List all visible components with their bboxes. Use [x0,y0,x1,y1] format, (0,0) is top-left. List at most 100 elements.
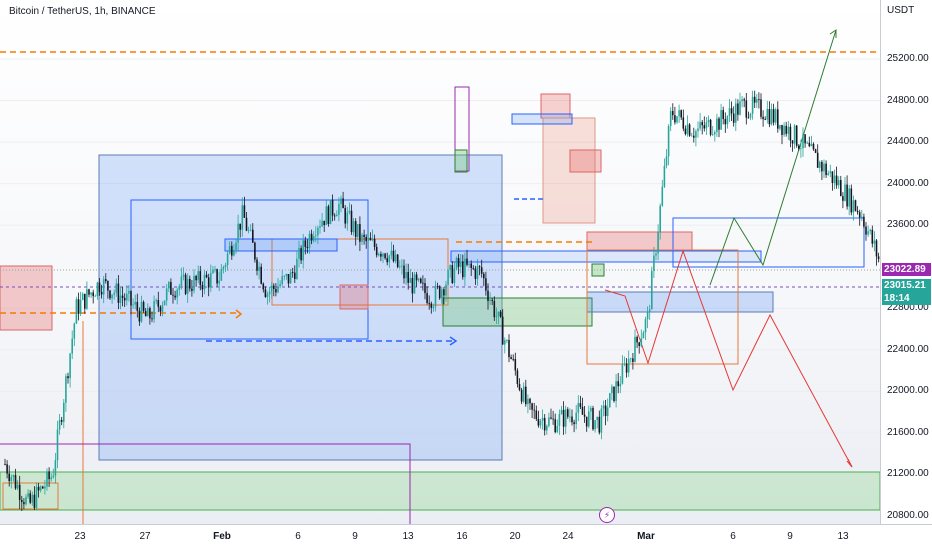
candle-body [378,254,380,255]
candle-body [622,364,624,384]
candle-body [290,272,292,283]
time-tick-label: Feb [213,531,231,542]
candle-body [147,308,149,316]
candle-body [361,235,363,242]
candle-body [708,120,710,122]
candle-body [273,286,275,289]
candle-body [869,230,871,231]
candle-body [176,290,178,298]
lightning-icon[interactable]: ⚡ [599,507,615,523]
candle-body [788,127,790,134]
candle-body [525,387,527,404]
candle-body [59,420,61,430]
candle-body [214,269,216,270]
blue-support-box[interactable] [587,292,773,312]
candle-body [19,485,21,500]
red-arrowhead [847,459,852,467]
candle-body [351,211,353,232]
candle-body [410,278,412,283]
candle-body [470,264,472,268]
candle-body [265,289,267,297]
time-tick-label: 24 [562,531,573,542]
candle-body [533,410,535,411]
candle-body [63,403,65,422]
candle-body [840,180,842,196]
candle-body [796,126,798,146]
candle-body [267,294,269,297]
candle-body [632,358,634,361]
candle-body [305,240,307,247]
candle-body [750,114,752,118]
candle-body [634,337,636,362]
candle-body [323,221,325,225]
candle-body [347,212,349,223]
blue-long-thin-box[interactable] [451,251,761,262]
candle-body [496,316,498,317]
red-box-target[interactable] [587,232,692,250]
candle-body [521,390,523,402]
candle-body [718,119,720,130]
candle-body [76,299,78,323]
candle-body [443,289,445,295]
blue-small-box[interactable] [225,239,337,251]
candle-body [790,127,792,141]
red-bearish-projection-path[interactable] [605,251,852,467]
candle-body [344,208,346,223]
candle-body [139,311,141,322]
candle-body [567,409,569,416]
candle-body [212,270,214,273]
candle-body [365,237,367,241]
candle-body [210,273,212,287]
candle-body [399,266,401,267]
candle-body [141,302,143,322]
red-box-right[interactable] [570,150,601,172]
candle-body [206,275,208,278]
candle-body [126,294,128,301]
candle-body [804,134,806,143]
candle-body [794,126,796,144]
candle-body [729,108,731,116]
candle-body [407,272,409,283]
candle-body [223,267,225,269]
candle-body [271,286,273,292]
green-tiny-box-2[interactable] [592,264,604,276]
red-supply-zone-left[interactable] [0,266,52,330]
candle-body [502,317,504,345]
candle-body [389,255,391,262]
candle-body [735,103,737,122]
candle-body [13,475,15,477]
candle-body [326,206,328,225]
blue-thin-box[interactable] [512,114,572,124]
candle-body [195,276,197,280]
candle-body [311,234,313,241]
candle-body [725,119,727,124]
candle-body [48,471,50,479]
candle-body [819,162,821,168]
green-demand-zone[interactable] [0,472,880,510]
red-small-box[interactable] [340,285,368,309]
candle-body [777,109,779,128]
candle-body [275,289,277,292]
price-axis-unit: USDT [887,5,914,16]
chart-canvas[interactable] [0,0,880,524]
candle-body [666,156,668,165]
candle-body [353,221,355,232]
candle-body [118,284,120,303]
candle-body [334,216,336,217]
candle-body [166,288,168,300]
green-box-mid[interactable] [443,298,592,326]
price-tick-label: 23600.00 [887,219,929,230]
candle-body [307,247,309,248]
chart-plot-area[interactable]: Bitcoin / TetherUS, 1h, BINANCE [0,0,880,524]
candle-body [92,293,94,297]
blue-range-box[interactable] [99,155,502,460]
candle-body [506,340,508,341]
price-tick-label: 20800.00 [887,510,929,521]
green-tiny-box[interactable] [455,150,467,172]
candle-body [65,376,67,403]
candle-body [859,212,861,217]
candle-body [643,332,645,338]
candle-body [279,284,281,286]
